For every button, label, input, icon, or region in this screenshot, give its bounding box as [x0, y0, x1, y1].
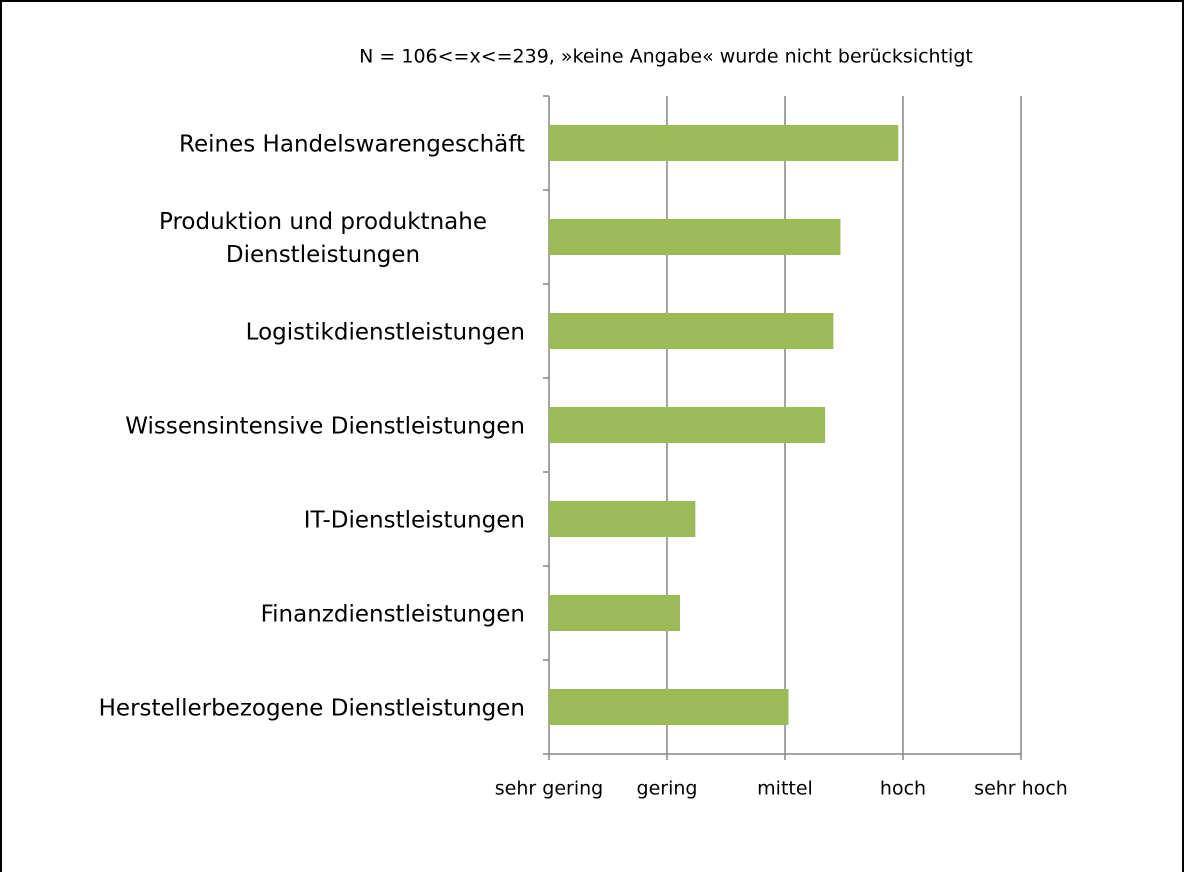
- bar: [549, 689, 789, 725]
- x-tick-label: sehr hoch: [974, 778, 1068, 800]
- bar: [549, 219, 841, 255]
- bar: [549, 501, 696, 537]
- y-tick-label: Herstellerbezogene Dienstleistungen: [98, 695, 525, 722]
- x-tick-label: sehr gering: [495, 778, 603, 800]
- y-tick-label: Logistikdienstleistungen: [245, 319, 525, 346]
- y-tick-label: Reines Handelswarengeschäft: [179, 131, 525, 158]
- bar: [549, 407, 826, 443]
- bar: [549, 595, 680, 631]
- y-tick-label: Finanzdienstleistungen: [260, 601, 525, 628]
- y-tick-label: Produktion und produktnahe Dienstleistun…: [159, 209, 487, 268]
- x-tick-label: gering: [637, 778, 698, 800]
- chart-title: N = 106<=x<=239, »keine Angabe« wurde ni…: [359, 46, 973, 68]
- bar: [549, 125, 899, 161]
- x-tick-label: mittel: [757, 778, 813, 800]
- y-tick-label: Wissensintensive Dienstleistungen: [125, 413, 525, 440]
- y-tick-label: IT-Dienstleistungen: [303, 507, 525, 534]
- bar: [549, 313, 834, 349]
- x-tick-label: hoch: [880, 778, 926, 800]
